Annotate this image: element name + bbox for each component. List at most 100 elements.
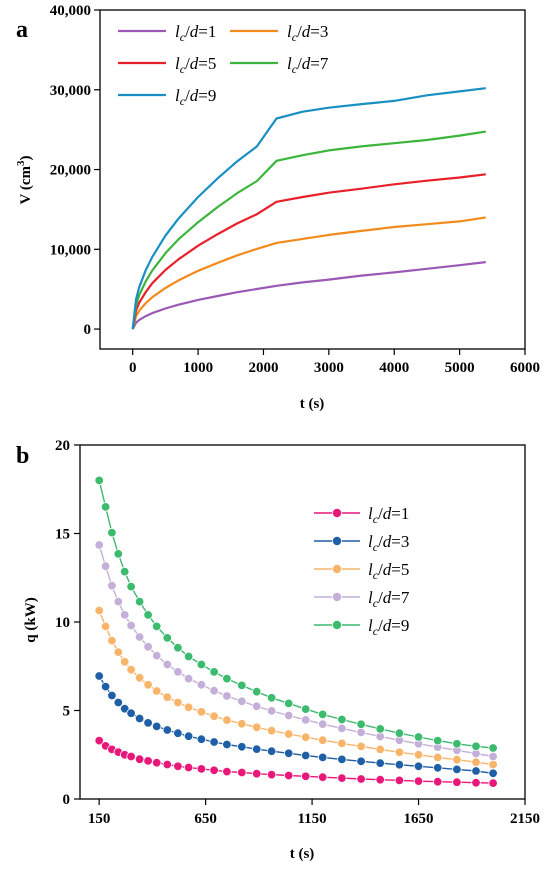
b-series-point-2 — [196, 734, 207, 744]
b-series-point-2 — [173, 728, 183, 738]
b-series-point-3 — [94, 605, 104, 616]
b-series-point-2 — [107, 690, 117, 701]
a-xtick-label: 2000 — [248, 360, 278, 376]
b-legend-label-3-d: d — [383, 560, 392, 579]
b-legend-label-3-sub: c — [373, 568, 379, 582]
b-series-point-2 — [284, 748, 294, 759]
a-series-line-5 — [131, 87, 486, 330]
b-series-point-1 — [433, 777, 443, 787]
a-legend-label-2-d: d — [302, 22, 311, 41]
b-series-point-4 — [318, 719, 328, 729]
b-series-point-2 — [134, 713, 145, 724]
b-series-point-3 — [452, 755, 462, 765]
b-legend-label-5: lc/d=9 — [368, 616, 409, 638]
b-legend-label-4-value: =7 — [391, 588, 410, 607]
b-series-point-3 — [107, 635, 117, 646]
b-series-point-4 — [151, 650, 162, 661]
panel-a-series — [131, 87, 486, 330]
b-legend-label-4-sub: c — [373, 596, 379, 610]
b-series-point-1 — [126, 751, 136, 762]
b-series-point-3 — [252, 722, 262, 733]
b-series-point-4 — [284, 710, 294, 721]
b-series-point-3 — [433, 752, 443, 763]
panel-a-y-axis-label-sup: 3 — [15, 160, 27, 166]
b-series-point-5 — [183, 651, 194, 662]
b-series-point-1 — [452, 777, 462, 787]
b-series-point-2 — [183, 731, 194, 741]
b-series-point-5 — [107, 527, 117, 538]
a-legend-label-4-d: d — [302, 54, 311, 73]
b-series-point-4 — [143, 642, 153, 652]
a-legend-label-1-d: d — [190, 22, 199, 41]
a-ytick-label: 0 — [84, 322, 92, 338]
a-legend-label-4-l: l — [287, 54, 292, 73]
b-series-point-5 — [119, 566, 130, 577]
b-series-point-2 — [94, 671, 104, 681]
a-legend-label-5-value: =9 — [198, 86, 216, 105]
b-series-point-1 — [143, 756, 153, 766]
a-ytick-label: 10,000 — [50, 242, 91, 258]
b-legend-label-1-value: =1 — [391, 504, 409, 523]
b-series-point-2 — [162, 725, 173, 735]
b-series-point-5 — [100, 502, 111, 512]
a-series-line-4 — [131, 130, 486, 330]
a-xtick-label: 5000 — [445, 360, 475, 376]
b-ytick-label: 0 — [63, 792, 71, 808]
b-series-point-1 — [94, 735, 104, 746]
b-series-point-2 — [143, 718, 153, 728]
panel-b-series — [94, 475, 498, 788]
a-ytick-label: 40,000 — [50, 3, 91, 19]
b-series-point-4 — [209, 686, 219, 696]
b-legend-label-2-sub: c — [373, 540, 379, 554]
b-series-point-1 — [394, 775, 405, 786]
b-series-point-5 — [318, 709, 328, 720]
a-xtick-label: 3000 — [314, 360, 344, 376]
b-legend-label-1: lc/d=1 — [368, 504, 409, 526]
a-legend-label-2-l: l — [287, 22, 292, 41]
b-series-point-5 — [237, 680, 247, 691]
panel-b-label: b — [16, 443, 29, 469]
b-legend-label-2-l: l — [368, 532, 373, 551]
b-series-line-5 — [98, 480, 494, 749]
b-series-point-5 — [375, 724, 385, 734]
b-series-point-3 — [196, 707, 207, 717]
b-series-point-3 — [471, 757, 481, 767]
b-series-point-1 — [183, 762, 194, 773]
b-legend-label-5-slash: / — [378, 616, 383, 635]
b-legend-label-5-l: l — [368, 616, 373, 635]
b-legend-label-1-sub: c — [373, 512, 379, 526]
b-series-point-4 — [237, 696, 247, 707]
b-series-point-3 — [301, 732, 311, 742]
panel-b-legend: lc/d=1lc/d=3lc/d=5lc/d=7lc/d=9 — [314, 504, 410, 638]
b-series-point-3 — [237, 719, 247, 729]
a-legend-label-5: lc/d=9 — [175, 86, 216, 108]
b-series-point-3 — [151, 686, 162, 696]
b-series-point-5 — [337, 714, 347, 725]
b-legend-label-3-l: l — [368, 560, 373, 579]
panel-b-y-axis-label: q (kW) — [23, 597, 39, 642]
panel-a-x-axis-label: t (s) — [300, 396, 325, 412]
b-series-point-1 — [413, 776, 424, 786]
b-series-point-3 — [134, 673, 145, 683]
b-series-point-1 — [284, 770, 294, 781]
b-legend-label-4: lc/d=7 — [368, 588, 410, 610]
b-series-point-2 — [126, 708, 136, 718]
b-series-point-4 — [301, 715, 311, 725]
a-ytick-label: 30,000 — [50, 83, 91, 99]
a-legend-label-1-l: l — [175, 22, 180, 41]
b-series-point-3 — [173, 697, 183, 708]
b-series-point-2 — [100, 681, 111, 692]
b-series-point-4 — [266, 706, 277, 716]
a-legend-label-2: lc/d=3 — [287, 22, 328, 44]
b-legend-swatch-marker-5 — [331, 620, 342, 631]
b-series-point-2 — [452, 764, 462, 775]
b-series-point-2 — [337, 754, 347, 765]
b-legend-label-2-d: d — [383, 532, 392, 551]
panel-b-ticks: 150 650 1150 1650 2150 0 5 10 15 20 — [55, 438, 540, 827]
b-series-point-1 — [488, 778, 498, 788]
b-series-point-4 — [162, 659, 173, 670]
b-legend-label-1-d: d — [383, 504, 392, 523]
b-series-point-2 — [237, 742, 247, 752]
b-legend-label-5-sub: c — [373, 624, 379, 638]
b-series-point-1 — [252, 769, 262, 779]
